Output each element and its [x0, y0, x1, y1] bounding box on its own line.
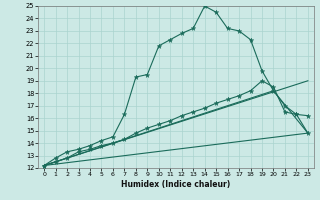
- X-axis label: Humidex (Indice chaleur): Humidex (Indice chaleur): [121, 180, 231, 189]
